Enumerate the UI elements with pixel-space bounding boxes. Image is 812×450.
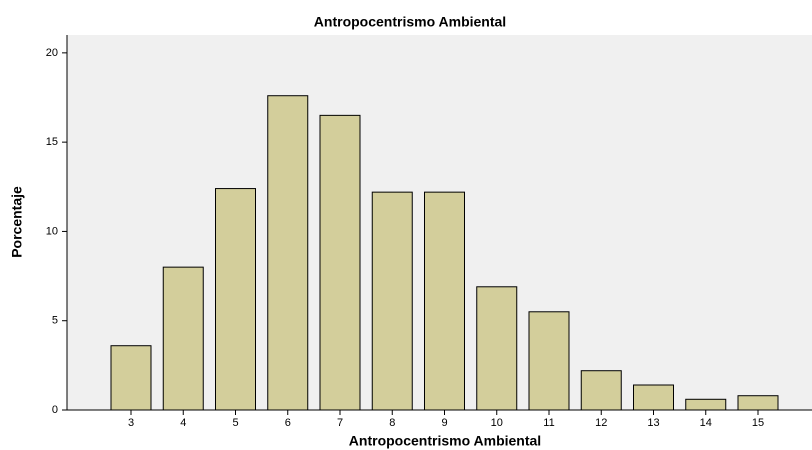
x-tick-label: 9 — [441, 417, 447, 429]
bar — [476, 286, 518, 411]
x-tick-label: 6 — [285, 417, 291, 429]
bar — [685, 398, 727, 411]
bar — [371, 191, 413, 411]
y-tick-label: 20 — [46, 47, 58, 59]
x-tick-label: 3 — [128, 417, 134, 429]
x-tick-label: 14 — [700, 417, 712, 429]
bar — [215, 188, 256, 411]
y-tick-label: 10 — [46, 225, 58, 237]
y-tick-label: 15 — [46, 136, 58, 148]
x-tick-label: 12 — [595, 417, 607, 429]
x-tick-label: 5 — [232, 417, 238, 429]
y-tick-label: 5 — [52, 315, 58, 327]
x-tick-label: 13 — [647, 417, 659, 429]
bar — [162, 266, 204, 411]
bar — [580, 370, 622, 411]
bar — [267, 95, 309, 411]
x-tick-label: 8 — [389, 417, 395, 429]
chart-title: Antropocentrismo Ambiental — [314, 14, 506, 30]
bar — [110, 345, 152, 411]
bar — [424, 191, 465, 411]
x-tick-label: 4 — [180, 417, 186, 429]
x-tick-label: 11 — [543, 417, 554, 429]
y-tick-label: 0 — [52, 404, 58, 416]
bar — [528, 311, 570, 411]
x-tick-label: 7 — [337, 417, 343, 429]
y-axis-title: Porcentaje — [9, 186, 25, 258]
bar — [633, 384, 674, 411]
x-axis-title: Antropocentrismo Ambiental — [349, 433, 541, 449]
bar — [737, 395, 779, 411]
x-tick-label: 10 — [491, 417, 503, 429]
x-tick-label: 15 — [752, 417, 764, 429]
bar — [319, 114, 361, 411]
